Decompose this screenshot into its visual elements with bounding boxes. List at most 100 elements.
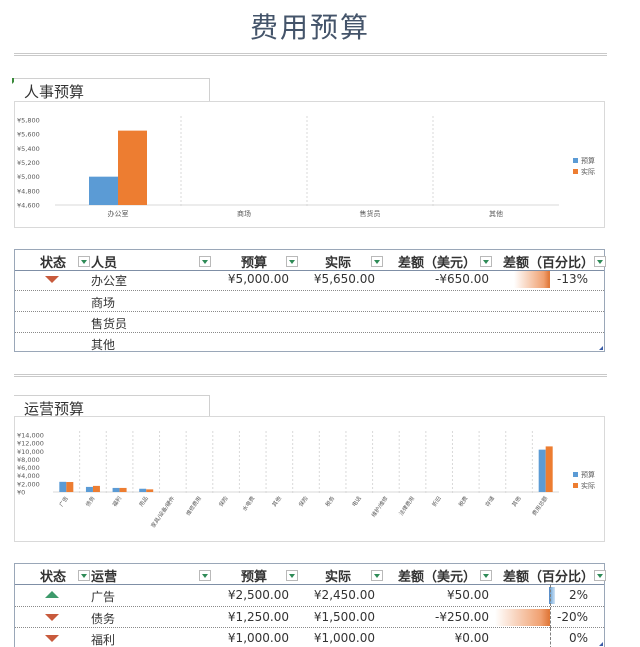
budget-value: ¥1,000.00 [227,631,289,645]
column-header: 实际 [325,570,352,585]
filter-dropdown-button[interactable] [78,256,90,267]
databar-axis [550,607,551,628]
difference-value: ¥0.00 [454,631,489,645]
legend-label: 预算 [581,156,595,165]
budget-value: ¥5,000.00 [227,272,289,286]
row-label: 办公室 [91,274,128,288]
category-label: 其他 [510,494,523,508]
category-label: 折旧 [430,495,443,509]
y-tick-label: ¥4,800 [17,187,40,195]
filter-dropdown-button[interactable] [286,570,298,581]
databar-axis [550,628,551,647]
operations-chart[interactable]: ¥0 ¥2,000 ¥4,000 ¥6,000 ¥8,000 ¥10,000 ¥12,000… [14,416,605,542]
y-tick-label: ¥4,000 [17,472,40,480]
filter-dropdown-button[interactable] [78,570,90,581]
operations-table: 状态 运营 预算 实际 差额（美元） 差额（百分比） 广告 ¥2,500.00 ¥2,450.0… [14,563,606,647]
legend-label: 实际 [581,481,595,490]
actual-value: ¥1,500.00 [313,610,375,624]
bar-budget [139,488,147,492]
personnel-chart[interactable]: ¥4,600 ¥4,800 ¥5,000 ¥5,200 ¥5,400 ¥5,600 ¥5,8… [14,101,605,228]
status-down-icon [45,614,59,621]
category-label: 其他 [489,209,503,218]
table-row[interactable]: 办公室 ¥5,000.00 ¥5,650.00 -¥650.00 -13% [15,269,604,290]
filter-dropdown-button[interactable] [480,256,492,267]
budget-value: ¥1,250.00 [227,610,289,624]
category-label: 水电费 [240,494,256,513]
filter-dropdown-button[interactable] [371,570,383,581]
category-label: 法律费用 [397,495,416,518]
y-tick-label: ¥10,000 [17,448,44,456]
bar-budget [85,486,93,492]
y-tick-label: ¥14,000 [17,432,44,440]
filter-dropdown-button[interactable] [594,256,606,267]
row-label: 商场 [91,296,116,310]
percent-value: 0% [568,631,588,645]
y-tick-label: ¥8,000 [17,456,40,464]
status-down-icon [45,276,59,283]
databar-axis [550,585,551,606]
category-label: 福利 [110,495,123,509]
category-label: 商场 [237,209,251,218]
filter-dropdown-button[interactable] [199,256,211,267]
filter-dropdown-button[interactable] [480,570,492,581]
category-label: 售货员 [360,209,381,218]
percent-databar [549,587,555,604]
table-row[interactable]: 广告 ¥2,500.00 ¥2,450.00 ¥50.00 2% [15,585,604,606]
page-title: 费用预算 [249,11,370,44]
row-label: 债务 [91,612,116,626]
column-header: 状态 [40,256,67,271]
bar-actual [118,130,147,205]
category-label: 保险 [217,494,230,508]
filter-dropdown-button[interactable] [371,256,383,267]
legend-swatch [573,483,578,488]
actual-value: ¥5,650.00 [313,272,375,286]
table-row[interactable]: 债务 ¥1,250.00 ¥1,500.00 -¥250.00 -20% [15,606,604,628]
bar-budget [59,481,67,492]
category-label: 债务 [84,494,97,508]
actual-value: ¥1,000.00 [313,631,375,645]
y-tick-label: ¥0 [17,489,25,497]
row-label: 福利 [91,633,116,647]
table-row[interactable]: 售货员 [15,311,604,332]
category-label: 存储 [483,494,496,508]
category-label: 办公室 [108,209,129,218]
y-tick-label: ¥5,600 [17,131,40,139]
y-tick-label: ¥2,000 [17,480,40,488]
column-header: 差额（百分比） [503,570,595,585]
percent-value: -13% [556,272,588,286]
bar-actual [146,489,154,492]
table-header: 状态 人员 预算 实际 差额（美元） 差额（百分比） [15,250,606,271]
row-label: 其他 [91,338,116,352]
column-header: 差额（美元） [398,570,477,585]
personnel-table: 状态 人员 预算 实际 差额（美元） 差额（百分比） 办公室 ¥5,000.00 ¥5,650.… [14,249,606,353]
table-resize-handle[interactable] [599,346,603,350]
category-label: 保险 [297,494,310,508]
status-down-icon [45,635,59,642]
difference-value: ¥50.00 [447,588,489,602]
table-resize-handle[interactable] [599,642,603,646]
table-row[interactable]: 其他 [15,332,604,353]
category-label: 维护/维修 [369,494,390,519]
table-row[interactable]: 福利 ¥1,000.00 ¥1,000.00 ¥0.00 0% [15,627,604,647]
percent-value: -20% [556,610,588,624]
filter-dropdown-button[interactable] [594,570,606,581]
table-header: 状态 运营 预算 实际 差额（美元） 差额（百分比） [15,564,606,585]
column-header: 状态 [40,570,67,585]
bar-actual [545,446,553,492]
y-tick-label: ¥4,600 [17,202,40,210]
legend-label: 实际 [581,167,595,176]
row-label: 售货员 [91,317,128,331]
category-label: 维修费用 [184,495,203,518]
y-tick-label: ¥6,000 [17,464,40,472]
percent-databar [495,609,550,626]
operations-tab-label: 运营预算 [14,395,210,419]
table-row[interactable]: 商场 [15,290,604,311]
difference-value: -¥650.00 [435,272,489,286]
personnel-tab-label: 人事预算 [14,78,210,102]
bar-budget [112,487,120,492]
section-divider [14,374,607,377]
y-tick-label: ¥5,400 [17,145,40,153]
filter-dropdown-button[interactable] [199,570,211,581]
operations-chart-svg: ¥0¥2,000¥4,000¥6,000¥8,000¥10,000¥12,000… [17,431,595,529]
filter-dropdown-button[interactable] [286,256,298,267]
